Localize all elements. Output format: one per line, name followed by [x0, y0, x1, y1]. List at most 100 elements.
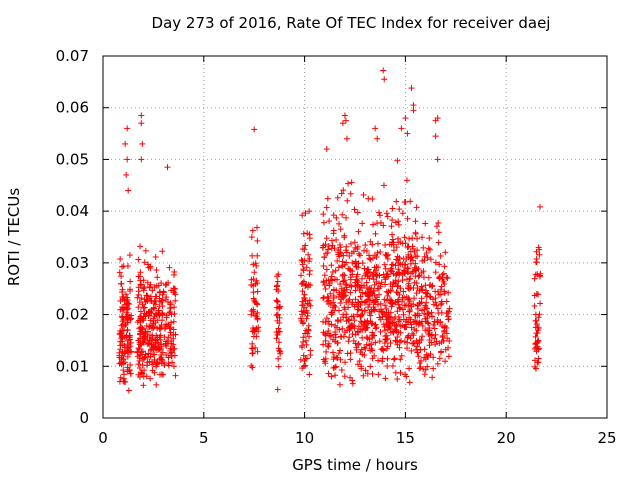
- data-point: [274, 332, 281, 339]
- data-point: [416, 312, 423, 319]
- data-point: [340, 314, 347, 321]
- data-point: [302, 330, 309, 337]
- data-point: [430, 354, 437, 361]
- data-point: [159, 349, 166, 356]
- data-point: [165, 321, 172, 328]
- data-point: [171, 271, 178, 278]
- data-point: [426, 331, 433, 338]
- data-point: [254, 288, 261, 295]
- data-point: [306, 208, 313, 215]
- data-point: [376, 209, 383, 216]
- data-point: [142, 330, 149, 337]
- data-point: [424, 319, 431, 326]
- data-point: [441, 263, 448, 270]
- data-point: [400, 288, 407, 295]
- data-point: [386, 313, 393, 320]
- data-point: [415, 273, 422, 280]
- data-point: [334, 354, 341, 361]
- data-point: [276, 320, 283, 327]
- data-point: [531, 357, 538, 364]
- data-point: [396, 291, 403, 298]
- data-point: [387, 267, 394, 274]
- data-point: [165, 354, 172, 361]
- data-point: [306, 267, 313, 274]
- data-point: [355, 323, 362, 330]
- data-point: [117, 374, 124, 381]
- data-point: [432, 341, 439, 348]
- data-point: [401, 199, 408, 206]
- data-point: [390, 356, 397, 363]
- data-point: [408, 321, 415, 328]
- data-point: [358, 312, 365, 319]
- data-point: [326, 332, 333, 339]
- data-point: [379, 310, 386, 317]
- data-point: [380, 182, 387, 189]
- data-point: [388, 223, 395, 230]
- data-point: [135, 371, 142, 378]
- data-point: [163, 343, 170, 350]
- data-point: [375, 357, 382, 364]
- data-point: [277, 350, 284, 357]
- data-point: [396, 344, 403, 351]
- data-point: [330, 299, 337, 306]
- data-point: [365, 286, 372, 293]
- data-point: [409, 330, 416, 337]
- data-point: [397, 239, 404, 246]
- data-point: [392, 219, 399, 226]
- data-points: [116, 67, 544, 394]
- data-point: [348, 283, 355, 290]
- data-point: [140, 355, 147, 362]
- data-point: [365, 195, 372, 202]
- data-point: [300, 363, 307, 370]
- data-point: [135, 345, 142, 352]
- data-point: [123, 306, 130, 313]
- data-point: [161, 334, 168, 341]
- data-point: [142, 247, 149, 254]
- data-point: [320, 219, 327, 226]
- data-point: [320, 295, 327, 302]
- data-point: [139, 362, 146, 369]
- data-point: [158, 322, 165, 329]
- data-point: [143, 292, 150, 299]
- data-point: [338, 190, 345, 197]
- data-point: [124, 294, 131, 301]
- data-point: [334, 194, 341, 201]
- data-point: [139, 370, 146, 377]
- data-point: [423, 351, 430, 358]
- data-point: [274, 298, 281, 305]
- data-point: [399, 271, 406, 278]
- data-point: [332, 267, 339, 274]
- data-point: [426, 235, 433, 242]
- data-point: [383, 316, 390, 323]
- data-point: [363, 279, 370, 286]
- data-point: [533, 290, 540, 297]
- data-point: [127, 278, 134, 285]
- data-point: [446, 305, 453, 312]
- data-point: [387, 314, 394, 321]
- data-point: [353, 344, 360, 351]
- data-point: [434, 360, 441, 367]
- data-point: [418, 286, 425, 293]
- data-point: [140, 373, 147, 380]
- data-point: [441, 290, 448, 297]
- data-point: [248, 281, 255, 288]
- data-point: [300, 352, 307, 359]
- data-point: [388, 299, 395, 306]
- data-point: [323, 266, 330, 273]
- data-point: [273, 297, 280, 304]
- data-point: [381, 340, 388, 347]
- data-point: [444, 275, 451, 282]
- data-point: [382, 302, 389, 309]
- data-point: [354, 271, 361, 278]
- data-point: [329, 349, 336, 356]
- data-point: [414, 235, 421, 242]
- data-point: [397, 329, 404, 336]
- data-point: [254, 348, 261, 355]
- data-point: [172, 372, 179, 379]
- data-point: [159, 317, 166, 324]
- data-point: [372, 325, 379, 332]
- data-point: [302, 282, 309, 289]
- data-point: [299, 212, 306, 219]
- data-point: [408, 270, 415, 277]
- data-point: [373, 254, 380, 261]
